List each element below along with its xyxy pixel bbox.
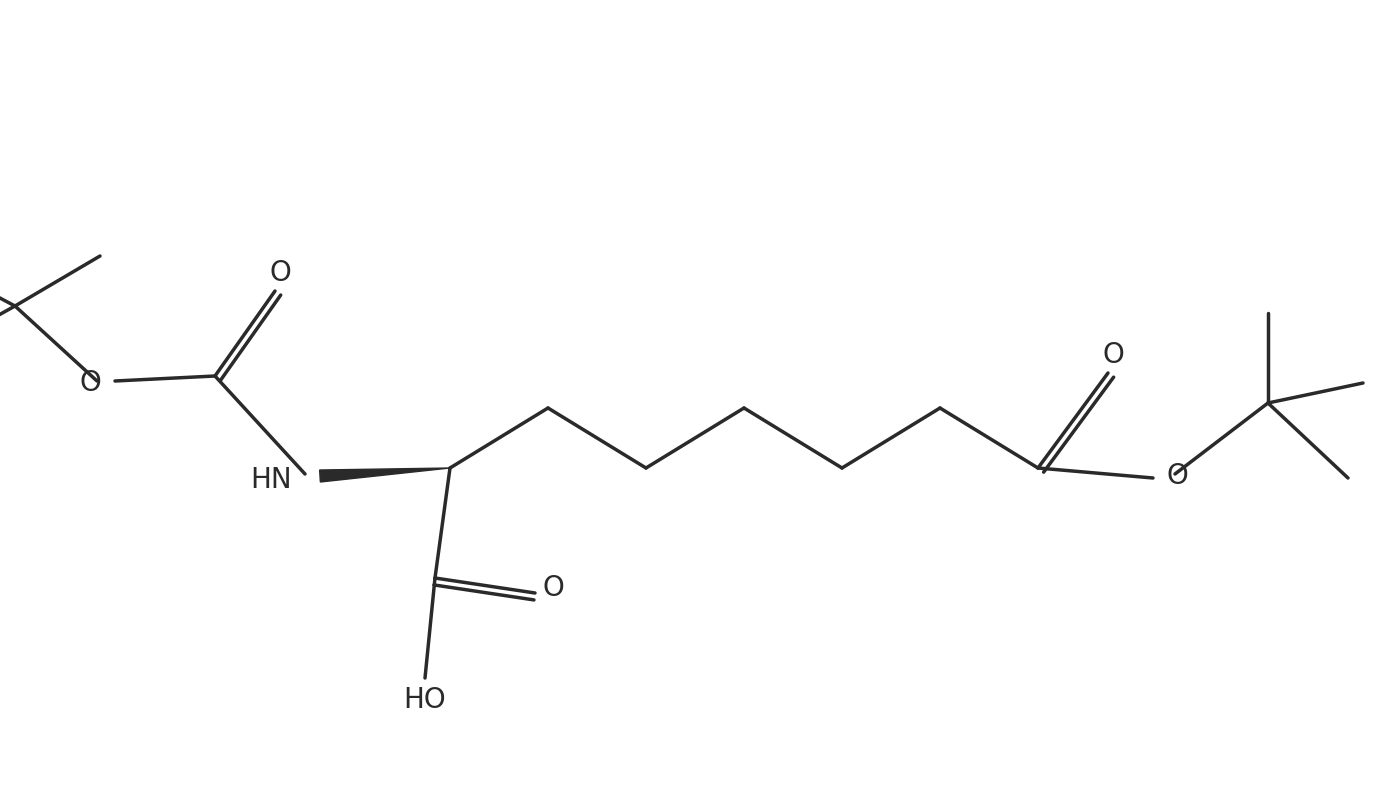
- Text: O: O: [542, 574, 564, 602]
- Text: O: O: [270, 259, 290, 287]
- Text: O: O: [1102, 341, 1124, 369]
- Polygon shape: [319, 468, 450, 482]
- Text: O: O: [80, 369, 100, 397]
- Text: HN: HN: [250, 466, 292, 494]
- Text: O: O: [1167, 462, 1189, 490]
- Text: HO: HO: [403, 686, 446, 714]
